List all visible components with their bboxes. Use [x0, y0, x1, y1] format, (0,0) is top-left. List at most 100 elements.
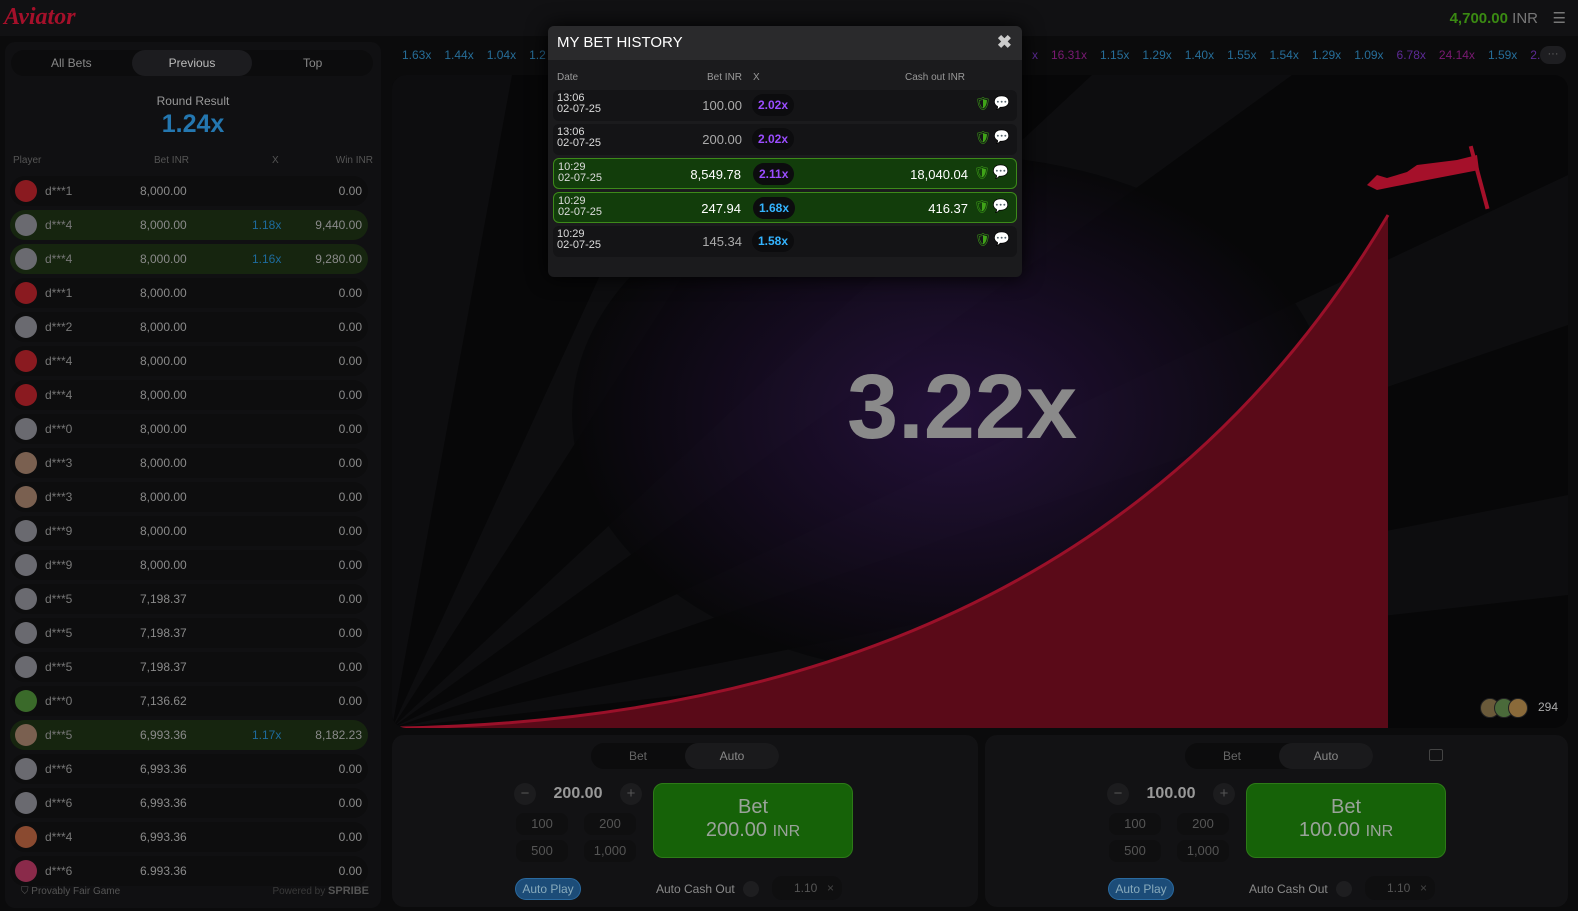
bet-button[interactable]: Bet 200.00 INR: [653, 783, 853, 858]
amount-stepper[interactable]: − 200.00 +: [514, 783, 642, 807]
quick-amount[interactable]: 500: [1109, 840, 1161, 862]
provably-fair[interactable]: ⛉ Provably Fair Game: [21, 886, 120, 897]
amount-value[interactable]: 200.00: [553, 785, 603, 802]
bet-amount: 8,000.00: [140, 354, 187, 368]
player-name: d***5: [45, 626, 73, 640]
avatar: [15, 724, 37, 746]
table-row: d***5 6,993.36 1.17x 8,182.23: [10, 720, 368, 750]
more-history-button[interactable]: ···: [1540, 46, 1566, 64]
bet-datetime: 13:06 02-07-25: [557, 127, 601, 149]
quick-amount[interactable]: 500: [516, 840, 568, 862]
table-row: d***3 8,000.00 0.00: [10, 482, 368, 512]
bet-label: Bet: [1330, 796, 1362, 818]
history-multiplier[interactable]: 1.54x: [1269, 48, 1299, 62]
auto-cash-out-toggle[interactable]: [743, 881, 759, 897]
auto-cash-out-input[interactable]: 1.10 ×: [772, 876, 842, 900]
history-multiplier[interactable]: 1.29x: [1142, 48, 1172, 62]
history-multiplier[interactable]: 1.29x: [1311, 48, 1342, 62]
plus-button[interactable]: +: [1213, 783, 1235, 805]
table-row: d***0 8,000.00 0.00: [10, 414, 368, 444]
auto-cash-out-input[interactable]: 1.10 ×: [1365, 876, 1435, 900]
avatar: [15, 452, 37, 474]
minus-button[interactable]: −: [514, 783, 536, 805]
history-multiplier[interactable]: 24.14x: [1438, 48, 1475, 62]
plus-button[interactable]: +: [620, 783, 642, 805]
bet-panel: Bet Auto − 200.00 + 100 200 500 1,000 Be…: [392, 735, 978, 907]
fairness-check-icon[interactable]: 🛡: [974, 130, 991, 145]
minus-button[interactable]: −: [1107, 783, 1129, 805]
history-multiplier[interactable]: 1.04x: [486, 48, 517, 62]
bet-time: 10:29: [558, 161, 586, 173]
bet-button[interactable]: Bet 100.00 INR: [1246, 783, 1446, 858]
quick-amount[interactable]: 200: [1177, 813, 1229, 835]
clear-icon[interactable]: ×: [1419, 881, 1427, 895]
bet-datetime: 13:06 02-07-25: [557, 93, 601, 115]
history-multiplier[interactable]: 1.44x: [444, 48, 474, 62]
tab-previous[interactable]: Previous: [131, 50, 253, 76]
tab-bet[interactable]: Bet: [628, 749, 647, 763]
history-multiplier[interactable]: 1.59x: [1487, 48, 1518, 62]
player-name: d***6: [45, 796, 73, 810]
menu-icon[interactable]: ☰: [1552, 10, 1566, 27]
history-row: 10:29 02-07-25 8,549.78 2.11x 18,040.04 🛡…: [553, 158, 1017, 189]
amount-stepper[interactable]: − 100.00 +: [1107, 783, 1235, 807]
history-multiplier[interactable]: 1.40x: [1184, 48, 1215, 62]
bet-amount: 8,000.00: [140, 524, 187, 538]
chat-icon[interactable]: 💬: [993, 95, 1010, 110]
auto-play-button[interactable]: Auto Play: [1108, 878, 1174, 900]
bet-time: 10:29: [558, 195, 586, 207]
history-multiplier[interactable]: 6.78x: [1396, 48, 1426, 62]
fairness-check-icon[interactable]: 🛡: [973, 199, 990, 214]
tab-auto[interactable]: Auto: [685, 743, 779, 769]
fairness-check-icon[interactable]: 🛡: [973, 165, 990, 180]
chat-icon[interactable]: 💬: [992, 198, 1009, 213]
avatar: [15, 180, 37, 202]
avatar: [15, 792, 37, 814]
win-amount: 0.00: [338, 762, 362, 776]
win-amount: 0.00: [338, 184, 362, 198]
table-row: d***2 8,000.00 0.00: [10, 312, 368, 342]
player-name: d***1: [45, 286, 73, 300]
quick-amount[interactable]: 1,000: [1177, 840, 1229, 862]
history-multiplier[interactable]: 1.55x: [1227, 48, 1257, 62]
avatar: [15, 214, 37, 236]
win-amount: 0.00: [338, 830, 362, 844]
history-multiplier[interactable]: 1.15x: [1100, 48, 1130, 62]
history-multiplier[interactable]: 16.31x: [1051, 48, 1088, 62]
history-multiplier[interactable]: 1.63x: [402, 48, 432, 62]
table-row: d***6 6,993.36 0.00: [10, 788, 368, 818]
round-result-value: 1.24x: [161, 110, 225, 138]
bet-time: 13:06: [557, 126, 585, 138]
quick-amount[interactable]: 1,000: [584, 840, 636, 862]
bet-mode-toggle: Bet Auto: [1185, 743, 1373, 769]
history-multiplier[interactable]: 1.2: [529, 48, 546, 62]
tab-all-bets[interactable]: All Bets: [50, 56, 92, 70]
player-name: d***0: [45, 422, 73, 436]
quick-amount[interactable]: 200: [584, 813, 636, 835]
amount-value[interactable]: 100.00: [1146, 785, 1196, 802]
clear-icon[interactable]: ×: [826, 881, 834, 895]
player-name: d***4: [45, 830, 73, 844]
close-icon[interactable]: ✖: [996, 32, 1012, 52]
chat-icon[interactable]: 💬: [992, 164, 1009, 179]
quick-amount[interactable]: 100: [1109, 813, 1161, 835]
balance-amount: 4,700.00: [1449, 10, 1508, 27]
fairness-check-icon[interactable]: 🛡: [974, 96, 991, 111]
fairness-check-icon[interactable]: 🛡: [974, 232, 991, 247]
tab-top[interactable]: Top: [303, 56, 323, 70]
quick-amount[interactable]: 100: [516, 813, 568, 835]
remove-panel-icon[interactable]: [1429, 749, 1443, 761]
auto-play-button[interactable]: Auto Play: [515, 878, 581, 900]
history-multiplier[interactable]: 1.09x: [1354, 48, 1384, 62]
table-row: d***9 8,000.00 0.00: [10, 516, 368, 546]
win-amount: 0.00: [338, 694, 362, 708]
chat-icon[interactable]: 💬: [993, 129, 1010, 144]
aviator-logo: Aviator: [4, 4, 76, 30]
history-multiplier[interactable]: x: [1032, 48, 1038, 62]
tab-auto[interactable]: Auto: [1279, 743, 1373, 769]
auto-cash-out-toggle[interactable]: [1336, 881, 1352, 897]
cash-out-value: 1.10: [1387, 881, 1411, 895]
tab-bet[interactable]: Bet: [1222, 749, 1241, 763]
chat-icon[interactable]: 💬: [993, 231, 1010, 246]
table-row: d***5 7,198.37 0.00: [10, 618, 368, 648]
